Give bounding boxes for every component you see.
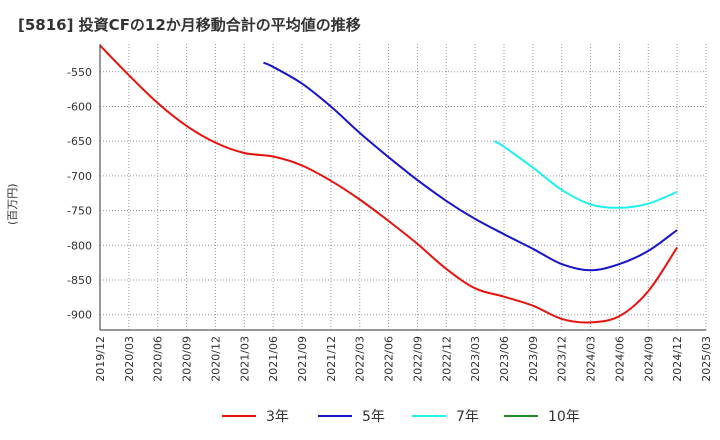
x-tick-label: 2021/03 — [238, 336, 251, 382]
legend-label: 5年 — [362, 409, 385, 425]
legend-label: 3年 — [266, 409, 289, 425]
series-line-7年 — [493, 140, 678, 209]
x-tick-label: 2022/03 — [354, 336, 367, 382]
x-tick-label: 2021/09 — [296, 336, 309, 382]
x-tick-label: 2019/12 — [94, 336, 107, 382]
x-tick-label: 2023/03 — [469, 336, 482, 382]
y-tick-label: -750 — [67, 205, 92, 218]
series-lines — [99, 44, 678, 324]
x-tick-label: 2022/09 — [411, 336, 424, 382]
y-tick-label: -650 — [67, 135, 92, 148]
x-tick-label: 2023/09 — [527, 336, 540, 382]
x-tick-label: 2020/12 — [209, 336, 222, 382]
legend-label: 7年 — [456, 409, 479, 425]
axes — [99, 44, 706, 331]
chart-title: [5816] 投資CFの12か月移動合計の平均値の推移 — [18, 16, 361, 34]
x-tick-label: 2022/06 — [383, 336, 396, 382]
x-tick-label: 2023/12 — [556, 336, 569, 382]
legend-label: 10年 — [548, 409, 580, 425]
y-tick-label: -900 — [67, 309, 92, 322]
y-tick-label: -800 — [67, 239, 92, 252]
y-tick-label: -850 — [67, 274, 92, 287]
x-tick-label: 2024/09 — [642, 336, 655, 382]
legend-swatch — [412, 415, 446, 417]
y-tick-label: -600 — [67, 100, 92, 113]
x-tick-label: 2024/03 — [585, 336, 598, 382]
y-tick-label: -700 — [67, 170, 92, 183]
legend-swatch — [318, 415, 352, 417]
series-line-5年 — [263, 61, 678, 272]
x-tick-label: 2020/09 — [181, 336, 194, 382]
grid-lines — [99, 44, 707, 330]
tick-labels: -550 -600 -650 -700 -750 -800 -850 -900 2019/12 2… — [67, 66, 713, 382]
y-tick-label: -550 — [67, 66, 92, 79]
x-tick-label: 2025/03 — [700, 336, 713, 382]
x-tick-label: 2024/06 — [613, 336, 626, 382]
x-tick-label: 2023/06 — [498, 336, 511, 382]
legend-swatch — [222, 415, 256, 417]
series-line-3年 — [99, 44, 678, 324]
x-tick-label: 2020/03 — [123, 336, 136, 382]
x-tick-label: 2021/12 — [325, 336, 338, 382]
x-tick-label: 2024/12 — [671, 336, 684, 382]
x-tick-label: 2020/06 — [152, 336, 165, 382]
x-tick-label: 2022/12 — [440, 336, 453, 382]
x-tick-label: 2021/06 — [267, 336, 280, 382]
legend-swatch — [504, 415, 538, 417]
legend: 3年 5年 7年 10年 — [0, 404, 720, 428]
